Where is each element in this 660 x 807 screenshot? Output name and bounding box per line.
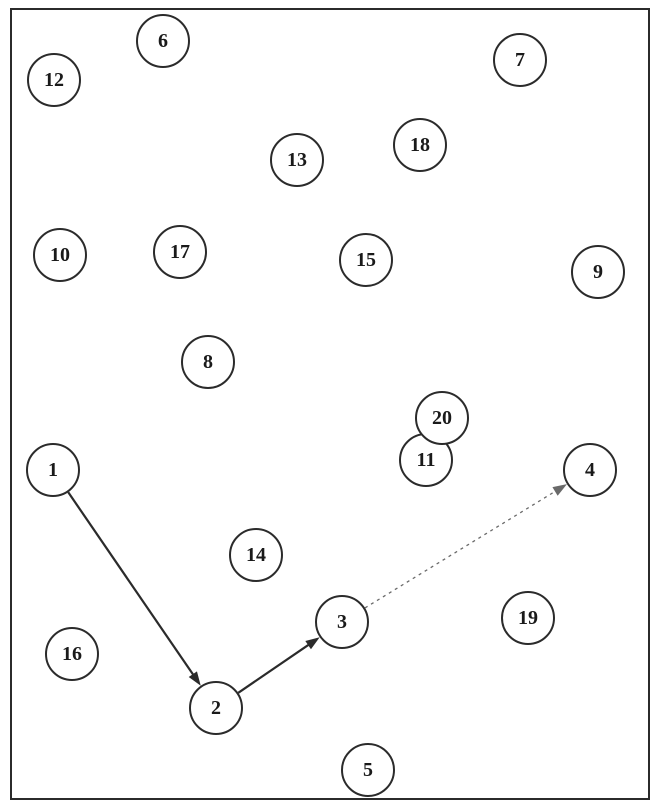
node-label: 8	[203, 351, 213, 374]
node-label: 17	[170, 241, 190, 264]
node-20: 20	[415, 391, 469, 445]
node-5: 5	[341, 743, 395, 797]
node-label: 18	[410, 134, 430, 157]
node-12: 12	[27, 53, 81, 107]
node-label: 5	[363, 759, 373, 782]
diagram-frame	[10, 8, 650, 800]
node-label: 2	[211, 697, 221, 720]
node-1: 1	[26, 443, 80, 497]
node-label: 14	[246, 544, 266, 567]
node-label: 6	[158, 30, 168, 53]
node-label: 13	[287, 149, 307, 172]
node-3: 3	[315, 595, 369, 649]
node-label: 9	[593, 261, 603, 284]
node-label: 10	[50, 244, 70, 267]
node-18: 18	[393, 118, 447, 172]
node-9: 9	[571, 245, 625, 299]
node-14: 14	[229, 528, 283, 582]
node-label: 20	[432, 407, 452, 430]
node-16: 16	[45, 627, 99, 681]
node-8: 8	[181, 335, 235, 389]
node-19: 19	[501, 591, 555, 645]
node-label: 15	[356, 249, 376, 272]
diagram-canvas: 1234567891011121314151617181920	[0, 0, 660, 807]
node-17: 17	[153, 225, 207, 279]
node-label: 11	[417, 449, 436, 472]
node-label: 19	[518, 607, 538, 630]
node-6: 6	[136, 14, 190, 68]
node-label: 3	[337, 611, 347, 634]
node-15: 15	[339, 233, 393, 287]
node-2: 2	[189, 681, 243, 735]
node-4: 4	[563, 443, 617, 497]
node-13: 13	[270, 133, 324, 187]
node-7: 7	[493, 33, 547, 87]
node-label: 1	[48, 459, 58, 482]
node-label: 16	[62, 643, 82, 666]
node-label: 12	[44, 69, 64, 92]
node-label: 4	[585, 459, 595, 482]
node-10: 10	[33, 228, 87, 282]
node-label: 7	[515, 49, 525, 72]
